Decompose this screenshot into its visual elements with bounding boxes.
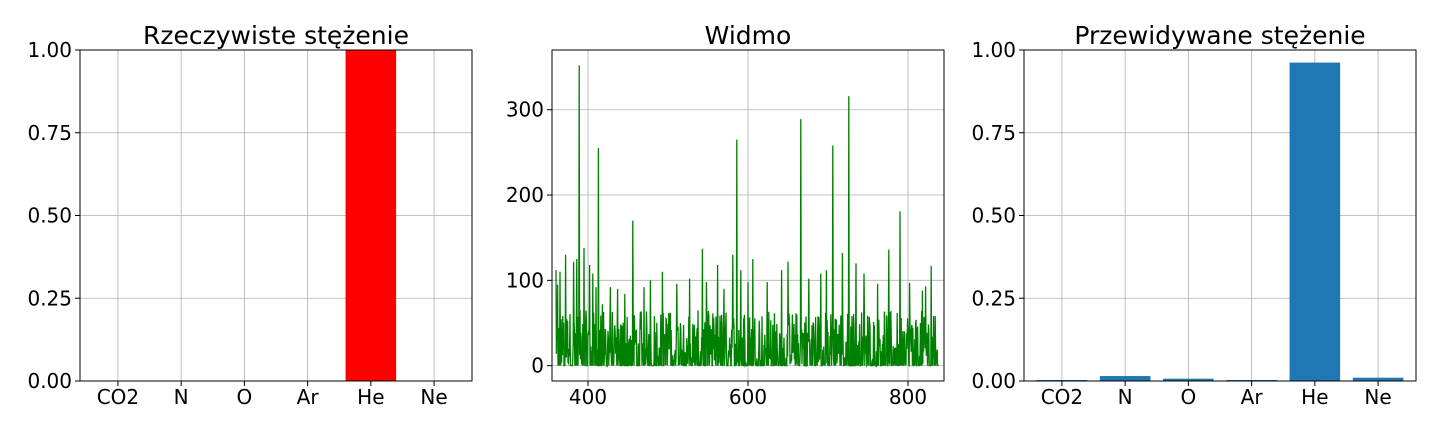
x-tick-label: He xyxy=(1301,385,1328,409)
spectrum-series-line xyxy=(555,65,939,369)
y-tick-labels: 0.00 0.25 0.50 0.75 1.00 xyxy=(971,38,1024,393)
spectrum-line xyxy=(555,65,939,369)
spectrum-chart: Widmo 400 600 800 0 100 200 300 xyxy=(506,21,945,409)
x-tick-label: CO2 xyxy=(1041,385,1083,409)
y-tick-labels: 0.00 0.25 0.50 0.75 1.00 xyxy=(27,38,80,393)
x-tick-label: N xyxy=(174,385,189,409)
bars xyxy=(1036,62,1404,381)
bar-He xyxy=(1289,62,1341,381)
y-tick-label: 200 xyxy=(506,183,544,207)
x-tick-label: N xyxy=(1118,385,1133,409)
bar-He xyxy=(345,50,397,381)
y-tick-label: 1.00 xyxy=(971,38,1016,62)
y-tick-label: 0.25 xyxy=(27,286,72,310)
x-tick-label: 800 xyxy=(889,385,927,409)
x-tick-labels: CO2 N O Ar He Ne xyxy=(97,381,448,409)
x-tick-label: Ne xyxy=(420,385,447,409)
bar-O xyxy=(1163,378,1214,381)
y-tick-label: 300 xyxy=(506,98,544,122)
y-tick-label: 100 xyxy=(506,268,544,292)
actual-concentration-chart: Rzeczywiste stężenie CO2 N O Ar He Ne 0.00 0.2… xyxy=(27,21,473,409)
y-tick-label: 0.75 xyxy=(971,121,1016,145)
y-tick-label: 0.00 xyxy=(971,369,1016,393)
x-tick-labels: 400 600 800 xyxy=(569,381,927,409)
chart-title: Widmo xyxy=(705,21,792,50)
x-tick-label: 400 xyxy=(569,385,607,409)
predicted-concentration-chart: Przewidywane stężenie CO2 N O Ar He Ne 0.000.… xyxy=(971,21,1417,409)
y-tick-label: 0.00 xyxy=(27,369,72,393)
x-tick-label: Ne xyxy=(1364,385,1391,409)
grid xyxy=(1024,49,1416,382)
x-tick-label: He xyxy=(357,385,384,409)
chart-title: Rzeczywiste stężenie xyxy=(143,21,409,50)
bar-N xyxy=(1099,376,1151,381)
bar-Ne xyxy=(1352,377,1404,381)
x-tick-label: Ar xyxy=(297,385,320,409)
x-tick-label: CO2 xyxy=(97,385,139,409)
x-tick-label: O xyxy=(237,385,253,409)
x-tick-label: Ar xyxy=(1241,385,1264,409)
x-tick-labels: CO2 N O Ar He Ne xyxy=(1041,381,1392,409)
x-tick-label: O xyxy=(1181,385,1197,409)
y-tick-label: 1.00 xyxy=(27,38,72,62)
y-tick-labels: 0 100 200 300 xyxy=(506,98,552,378)
chart-title: Przewidywane stężenie xyxy=(1074,21,1365,50)
bars xyxy=(345,50,397,381)
y-tick-label: 0.50 xyxy=(971,204,1016,228)
y-tick-label: 0.75 xyxy=(27,121,72,145)
y-tick-label: 0.50 xyxy=(27,204,72,228)
grid xyxy=(80,49,472,382)
y-tick-label: 0 xyxy=(531,354,544,378)
y-tick-label: 0.25 xyxy=(971,286,1016,310)
x-tick-label: 600 xyxy=(729,385,767,409)
